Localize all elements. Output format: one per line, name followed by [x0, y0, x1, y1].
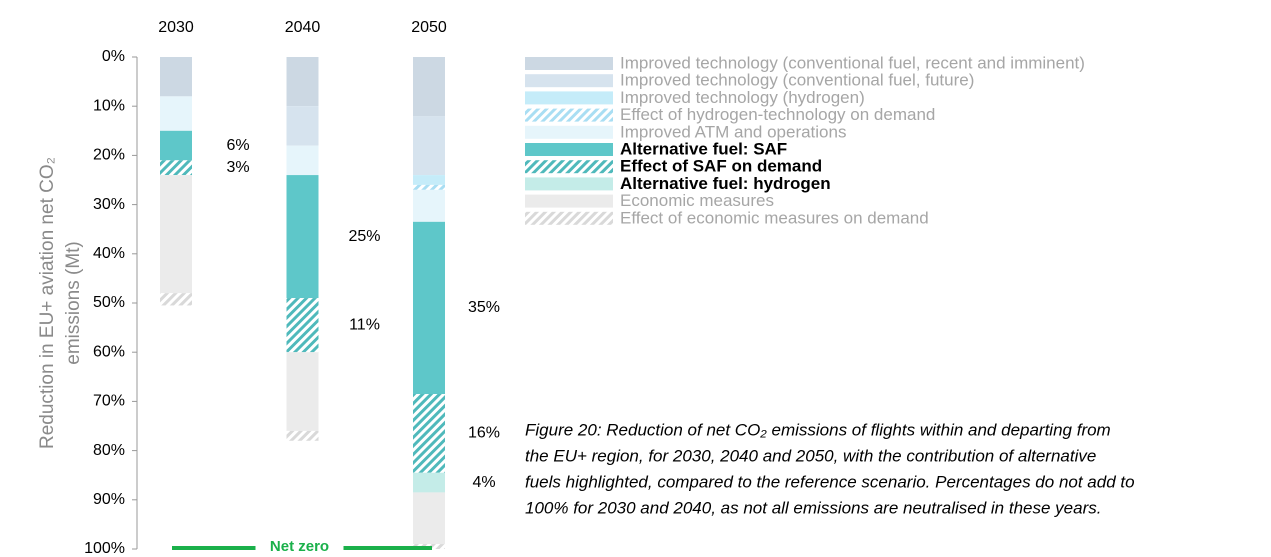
bar-segment: [286, 145, 319, 176]
bar-segment: [286, 352, 319, 431]
x-tick-label: 2050: [411, 19, 447, 36]
data-label: 4%: [472, 474, 495, 491]
data-label: 3%: [226, 159, 249, 176]
legend-swatch: [525, 194, 613, 208]
legend-swatch: [525, 91, 613, 105]
legend-label: Effect of SAF on demand: [620, 157, 822, 176]
legend-label: Economic measures: [620, 191, 774, 210]
x-tick-label: 2040: [285, 19, 321, 36]
data-label: 25%: [348, 228, 380, 245]
y-axis-label: Reduction in EU+ aviation net CO₂ emissio…: [37, 157, 84, 449]
bar-segment: [413, 221, 445, 395]
y-tick-label: 90%: [93, 491, 125, 508]
data-label: 16%: [468, 425, 500, 442]
legend-label: Effect of economic measures on demand: [620, 208, 929, 227]
legend-swatch: [525, 143, 613, 156]
y-tick-label: 20%: [93, 147, 125, 164]
bar-segment: [160, 160, 192, 176]
legend-swatch: [525, 57, 613, 70]
legend-label: Alternative fuel: hydrogen: [620, 174, 831, 193]
legend-swatch: [525, 211, 613, 225]
bar-segment: [160, 96, 192, 131]
bar-segment: [413, 189, 445, 222]
y-tick-label: 100%: [84, 540, 125, 557]
x-tick-label: 2030: [158, 19, 194, 36]
y-tick-label: 0%: [102, 48, 125, 65]
y-tick-label: 30%: [93, 196, 125, 213]
bar-segment: [160, 130, 192, 161]
bar-segment: [160, 293, 192, 306]
y-tick-label: 80%: [93, 442, 125, 459]
bar-segment: [286, 106, 319, 146]
bar-segment: [413, 472, 445, 493]
caption-line: the EU+ region, for 2030, 2040 and 2050,…: [525, 446, 1096, 465]
bar-segment: [160, 175, 192, 294]
bar-segment: [160, 57, 192, 97]
legend-label: Improved technology (conventional fuel, …: [620, 53, 1085, 72]
legend-swatch: [525, 125, 613, 139]
legend-swatch: [525, 108, 613, 122]
legend-label: Effect of hydrogen-technology on demand: [620, 105, 935, 124]
legend-label: Improved technology (conventional fuel, …: [620, 71, 974, 90]
annotation: Net zero: [270, 538, 329, 555]
y-tick-label: 70%: [93, 393, 125, 410]
legend-swatch: [525, 74, 613, 88]
caption-line: Figure 20: Reduction of net CO₂ emission…: [525, 420, 1111, 439]
y-tick-label: 50%: [93, 294, 125, 311]
y-tick-label: 10%: [93, 97, 125, 114]
bar-segment: [286, 57, 319, 107]
bar-segment: [413, 116, 445, 176]
caption-line: fuels highlighted, compared to the refer…: [525, 472, 1135, 491]
legend-swatch: [525, 160, 613, 174]
data-label: 6%: [226, 137, 249, 154]
legend-label: Alternative fuel: SAF: [620, 139, 787, 158]
bar-segment: [413, 394, 445, 473]
bar-segment: [286, 430, 319, 441]
legend-swatch: [525, 177, 613, 191]
data-label: 11%: [349, 316, 380, 333]
legend-label: Improved ATM and operations: [620, 122, 846, 141]
y-tick-label: 40%: [93, 245, 125, 262]
caption-line: 100% for 2030 and 2040, as not all emiss…: [525, 498, 1101, 517]
bar-segment: [413, 57, 445, 117]
bar-segment: [413, 184, 445, 190]
data-label: 35%: [468, 299, 500, 316]
legend-label: Improved technology (hydrogen): [620, 88, 865, 107]
bar-segment: [286, 298, 319, 353]
y-label-line: emissions (Mt): [63, 241, 84, 365]
y-tick-label: 60%: [93, 343, 125, 360]
bar-segment: [286, 175, 319, 299]
bar-segment: [413, 175, 445, 185]
bar-segment: [413, 492, 445, 545]
y-label-line: Reduction in EU+ aviation net CO₂: [37, 157, 58, 449]
